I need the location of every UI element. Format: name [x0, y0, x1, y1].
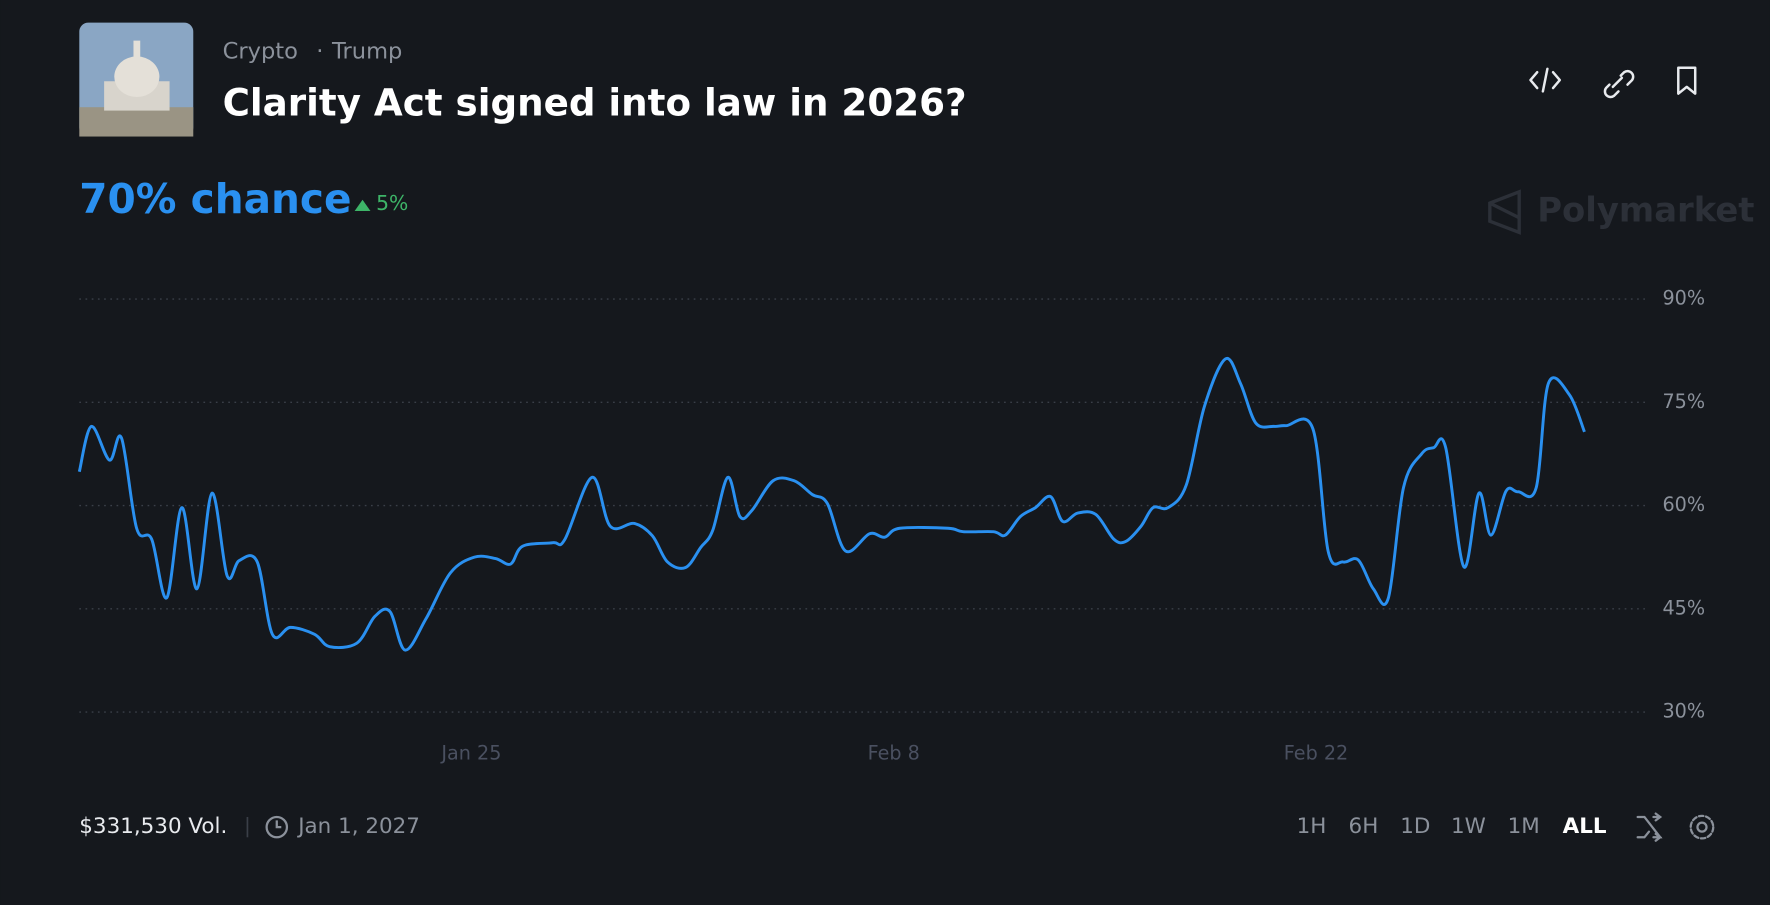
chance: 70% chance: [79, 175, 351, 223]
embed-button[interactable]: [1529, 67, 1562, 93]
change: 5%: [376, 191, 408, 215]
settings-button[interactable]: [1689, 814, 1715, 840]
volume: $331,530 Vol.: [79, 814, 227, 839]
x-tick-label: Feb 22: [1284, 741, 1348, 764]
market-title: Clarity Act signed into law in 2026?: [223, 80, 967, 124]
bookmark-button[interactable]: [1677, 66, 1697, 95]
y-tick-label: 75%: [1662, 390, 1705, 413]
brand-logo: [1488, 189, 1521, 235]
clock-icon: [265, 815, 289, 839]
range-button[interactable]: 1W: [1451, 814, 1486, 839]
category[interactable]: Crypto: [223, 38, 298, 64]
range-button[interactable]: 1D: [1400, 814, 1430, 839]
range-button[interactable]: 1M: [1508, 814, 1540, 839]
shuffle-button[interactable]: [1636, 812, 1663, 842]
x-tick-label: Feb 8: [868, 741, 920, 764]
brand: Polymarket: [1537, 191, 1754, 230]
tag[interactable]: Trump: [331, 38, 402, 64]
link-button[interactable]: [1603, 69, 1635, 99]
price-line: [77, 356, 1586, 652]
chart: 30% 45% 60% 75% 90% Jan 25 Feb 8 Feb 22: [77, 287, 1705, 764]
market-image: [79, 22, 194, 137]
y-tick-label: 60%: [1662, 493, 1705, 516]
y-tick-label: 90%: [1662, 287, 1705, 310]
range-button[interactable]: ALL: [1563, 814, 1607, 839]
y-tick-label: 45%: [1662, 596, 1705, 619]
separator: ·: [316, 38, 323, 64]
range-button[interactable]: 1H: [1297, 814, 1327, 839]
change-arrow: [354, 199, 371, 212]
range-buttons: 1H 6H 1D 1W 1M ALL: [1297, 814, 1607, 839]
x-tick-label: Jan 25: [440, 741, 501, 764]
range-button[interactable]: 6H: [1349, 814, 1379, 839]
y-tick-label: 30%: [1662, 700, 1705, 723]
end-date: Jan 1, 2027: [296, 814, 420, 839]
